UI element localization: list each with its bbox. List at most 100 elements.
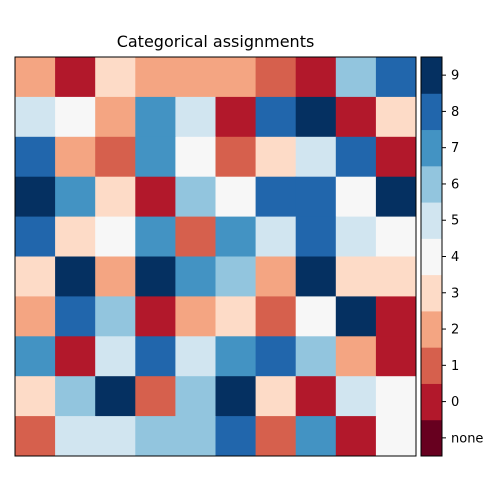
- heatmap-cell: [216, 137, 257, 177]
- colorbar-swatch: [421, 57, 442, 94]
- colorbar-tick-label: 2: [451, 323, 459, 338]
- heatmap-cell: [296, 416, 337, 456]
- colorbar-swatch: [421, 311, 442, 348]
- heatmap-cell: [216, 217, 257, 257]
- colorbar: none 0 1 2 3 4 5 6 7 8 9: [421, 57, 483, 457]
- colorbar-swatch: [421, 275, 442, 312]
- colorbar-tick-label: 9: [451, 69, 459, 84]
- colorbar-swatch: [421, 420, 442, 457]
- colorbar-tick-label: 1: [451, 359, 459, 374]
- heatmap-cell: [95, 97, 136, 137]
- colorbar-tick-label: 4: [451, 250, 459, 265]
- heatmap-cell: [336, 177, 377, 217]
- chart-title: Categorical assignments: [117, 32, 315, 51]
- heatmap-cell: [175, 137, 216, 177]
- heatmap-cell: [175, 257, 216, 297]
- heatmap-cell: [135, 376, 176, 416]
- heatmap-cell: [296, 217, 337, 257]
- heatmap-cell: [95, 57, 136, 97]
- heatmap-cell: [256, 97, 297, 137]
- heatmap-cell: [135, 137, 176, 177]
- heatmap-cell: [376, 57, 417, 97]
- heatmap-cell: [256, 137, 297, 177]
- colorbar-swatch: [421, 202, 442, 239]
- heatmap-cell: [15, 296, 56, 336]
- heatmap-cell: [376, 336, 417, 376]
- heatmap-cell: [296, 336, 337, 376]
- heatmap-cell: [336, 336, 377, 376]
- heatmap-cell: [256, 57, 297, 97]
- heatmap-cell: [175, 416, 216, 456]
- heatmap-cell: [15, 137, 56, 177]
- heatmap-cell: [256, 416, 297, 456]
- heatmap-cell: [336, 57, 377, 97]
- heatmap-cell: [175, 376, 216, 416]
- heatmap-cell: [256, 257, 297, 297]
- heatmap-cells: [15, 57, 417, 457]
- heatmap-cell: [376, 217, 417, 257]
- heatmap-cell: [175, 217, 216, 257]
- heatmap-cell: [135, 296, 176, 336]
- heatmap-cell: [216, 97, 257, 137]
- heatmap-cell: [95, 217, 136, 257]
- colorbar-tick-label: 0: [451, 395, 459, 410]
- heatmap-cell: [175, 336, 216, 376]
- heatmap-cell: [15, 177, 56, 217]
- heatmap-cell: [135, 416, 176, 456]
- heatmap-cell: [256, 296, 297, 336]
- heatmap-cell: [15, 57, 56, 97]
- heatmap-cell: [15, 97, 56, 137]
- heatmap-cell: [296, 376, 337, 416]
- heatmap-cell: [296, 137, 337, 177]
- heatmap-cell: [95, 336, 136, 376]
- heatmap-cell: [216, 336, 257, 376]
- heatmap-cell: [55, 416, 96, 456]
- heatmap-cell: [256, 177, 297, 217]
- colorbar-swatch: [421, 238, 442, 275]
- heatmap-cell: [376, 416, 417, 456]
- heatmap-cell: [95, 376, 136, 416]
- heatmap-cell: [95, 257, 136, 297]
- colorbar-tick-label: 3: [451, 286, 459, 301]
- heatmap-cell: [336, 376, 377, 416]
- heatmap-cell: [376, 97, 417, 137]
- heatmap-cell: [135, 57, 176, 97]
- colorbar-swatch: [421, 130, 442, 167]
- colorbar-tick-label: 6: [451, 177, 459, 192]
- heatmap-cell: [135, 217, 176, 257]
- heatmap-cell: [296, 97, 337, 137]
- heatmap-cell: [336, 137, 377, 177]
- heatmap-cell: [135, 257, 176, 297]
- heatmap-cell: [175, 57, 216, 97]
- heatmap-cell: [175, 97, 216, 137]
- heatmap-cell: [95, 137, 136, 177]
- heatmap-cell: [336, 416, 377, 456]
- colorbar-swatch: [421, 93, 442, 130]
- heatmap-cell: [376, 296, 417, 336]
- colorbar-swatch: [421, 347, 442, 384]
- heatmap-cell: [216, 376, 257, 416]
- heatmap-cell: [55, 336, 96, 376]
- heatmap-cell: [135, 177, 176, 217]
- heatmap-cell: [95, 296, 136, 336]
- colorbar-swatch: [421, 166, 442, 203]
- heatmap-cell: [95, 416, 136, 456]
- heatmap-cell: [376, 137, 417, 177]
- heatmap-cell: [376, 177, 417, 217]
- heatmap-cell: [376, 376, 417, 416]
- heatmap-cell: [15, 257, 56, 297]
- heatmap-cell: [256, 217, 297, 257]
- heatmap-cell: [256, 336, 297, 376]
- heatmap-cell: [15, 376, 56, 416]
- heatmap-cell: [296, 57, 337, 97]
- heatmap-cell: [15, 416, 56, 456]
- heatmap-cell: [55, 296, 96, 336]
- heatmap-cell: [376, 257, 417, 297]
- heatmap-cell: [135, 336, 176, 376]
- colorbar-tick-label: 8: [451, 105, 459, 120]
- colorbar-tick-label: 7: [451, 141, 459, 156]
- heatmap-cell: [256, 376, 297, 416]
- heatmap-cell: [216, 57, 257, 97]
- heatmap-cell: [216, 257, 257, 297]
